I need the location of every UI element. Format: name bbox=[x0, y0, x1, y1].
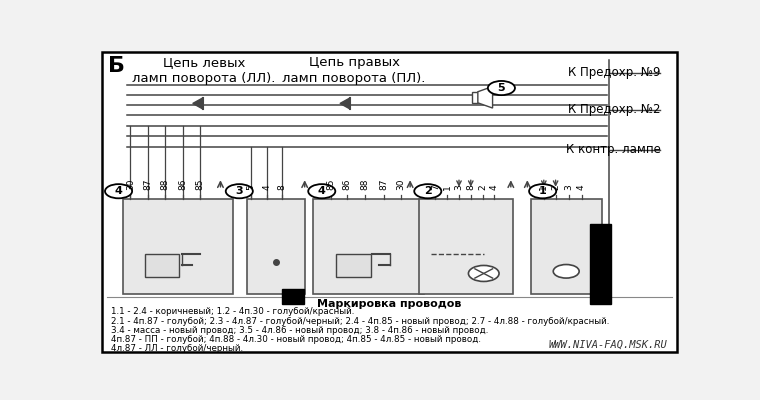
Text: Маркировка проводов: Маркировка проводов bbox=[318, 299, 461, 309]
Text: 4: 4 bbox=[115, 186, 122, 196]
Bar bbox=[122, 199, 233, 294]
Text: Цепь левых
ламп поворота (ЛЛ).: Цепь левых ламп поворота (ЛЛ). bbox=[132, 56, 276, 85]
Bar bbox=[282, 289, 304, 304]
Bar bbox=[472, 92, 478, 103]
Bar bbox=[247, 199, 305, 294]
Text: 85: 85 bbox=[326, 179, 335, 190]
Text: 87: 87 bbox=[379, 179, 388, 190]
Text: К контр. лампе: К контр. лампе bbox=[565, 143, 660, 156]
Circle shape bbox=[309, 184, 335, 198]
Circle shape bbox=[414, 184, 442, 198]
Text: 87: 87 bbox=[144, 179, 153, 190]
Text: 4п.87 - ПП - голубой; 4п.88 - 4л.30 - новый провод; 4п.85 - 4л.85 - новый провод: 4п.87 - ПП - голубой; 4п.88 - 4л.30 - но… bbox=[112, 335, 482, 344]
Text: 4: 4 bbox=[318, 186, 326, 196]
Bar bbox=[530, 199, 602, 294]
Text: 4л.87 - ЛЛ - голубой/черный.: 4л.87 - ЛЛ - голубой/черный. bbox=[112, 344, 244, 353]
Circle shape bbox=[553, 264, 579, 278]
Text: 88: 88 bbox=[360, 179, 369, 190]
Circle shape bbox=[468, 266, 499, 282]
Text: Б: Б bbox=[108, 56, 125, 76]
Text: 5: 5 bbox=[246, 184, 255, 190]
Text: 4: 4 bbox=[262, 185, 271, 190]
Text: 86: 86 bbox=[179, 179, 188, 190]
Text: WWW.NIVA-FAQ.MSK.RU: WWW.NIVA-FAQ.MSK.RU bbox=[549, 339, 667, 349]
Text: 88: 88 bbox=[160, 179, 169, 190]
Circle shape bbox=[488, 81, 515, 95]
Text: 7: 7 bbox=[431, 184, 440, 190]
Text: 3.4 - масса - новый провод; 3.5 - 4л.86 - новый провод; 3.8 - 4п.86 - новый пров: 3.4 - масса - новый провод; 3.5 - 4л.86 … bbox=[112, 326, 489, 335]
Text: 30: 30 bbox=[397, 179, 406, 190]
Text: 86: 86 bbox=[343, 179, 352, 190]
Text: 8: 8 bbox=[278, 184, 287, 190]
Bar bbox=[419, 199, 513, 294]
Text: 1: 1 bbox=[540, 184, 548, 190]
Circle shape bbox=[226, 184, 253, 198]
Text: К Предохр. №2: К Предохр. №2 bbox=[568, 103, 660, 116]
Text: 5: 5 bbox=[498, 83, 505, 93]
Text: 3: 3 bbox=[236, 186, 243, 196]
Circle shape bbox=[529, 184, 556, 198]
Text: 2.1 - 4п.87 - голубой; 2.3 - 4л.87 - голубой/черный; 2.4 - 4п.85 - новый провод;: 2.1 - 4п.87 - голубой; 2.3 - 4л.87 - гол… bbox=[112, 316, 610, 326]
Bar bbox=[313, 199, 423, 294]
Polygon shape bbox=[193, 98, 203, 109]
Text: 8: 8 bbox=[467, 184, 475, 190]
Bar bbox=[145, 254, 179, 278]
Bar bbox=[590, 224, 611, 304]
Text: 1: 1 bbox=[443, 184, 451, 190]
Bar bbox=[337, 254, 371, 278]
Circle shape bbox=[105, 184, 132, 198]
Text: Цепь правых
ламп поворота (ПЛ).: Цепь правых ламп поворота (ПЛ). bbox=[283, 56, 426, 85]
Text: 3: 3 bbox=[454, 184, 464, 190]
Text: 4: 4 bbox=[490, 185, 499, 190]
Text: 30: 30 bbox=[126, 179, 135, 190]
Text: 3: 3 bbox=[564, 184, 573, 190]
Text: 85: 85 bbox=[195, 179, 204, 190]
Text: 2: 2 bbox=[478, 185, 487, 190]
Polygon shape bbox=[478, 86, 492, 108]
Text: 1: 1 bbox=[539, 186, 546, 196]
Text: 4: 4 bbox=[577, 185, 586, 190]
Text: К Предохр. №9: К Предохр. №9 bbox=[568, 66, 660, 79]
Text: 1.1 - 2.4 - коричневый; 1.2 - 4п.30 - голубой/красный.: 1.1 - 2.4 - коричневый; 1.2 - 4п.30 - го… bbox=[112, 307, 355, 316]
Text: 2: 2 bbox=[424, 186, 432, 196]
Polygon shape bbox=[340, 98, 350, 109]
Text: 2: 2 bbox=[551, 185, 560, 190]
